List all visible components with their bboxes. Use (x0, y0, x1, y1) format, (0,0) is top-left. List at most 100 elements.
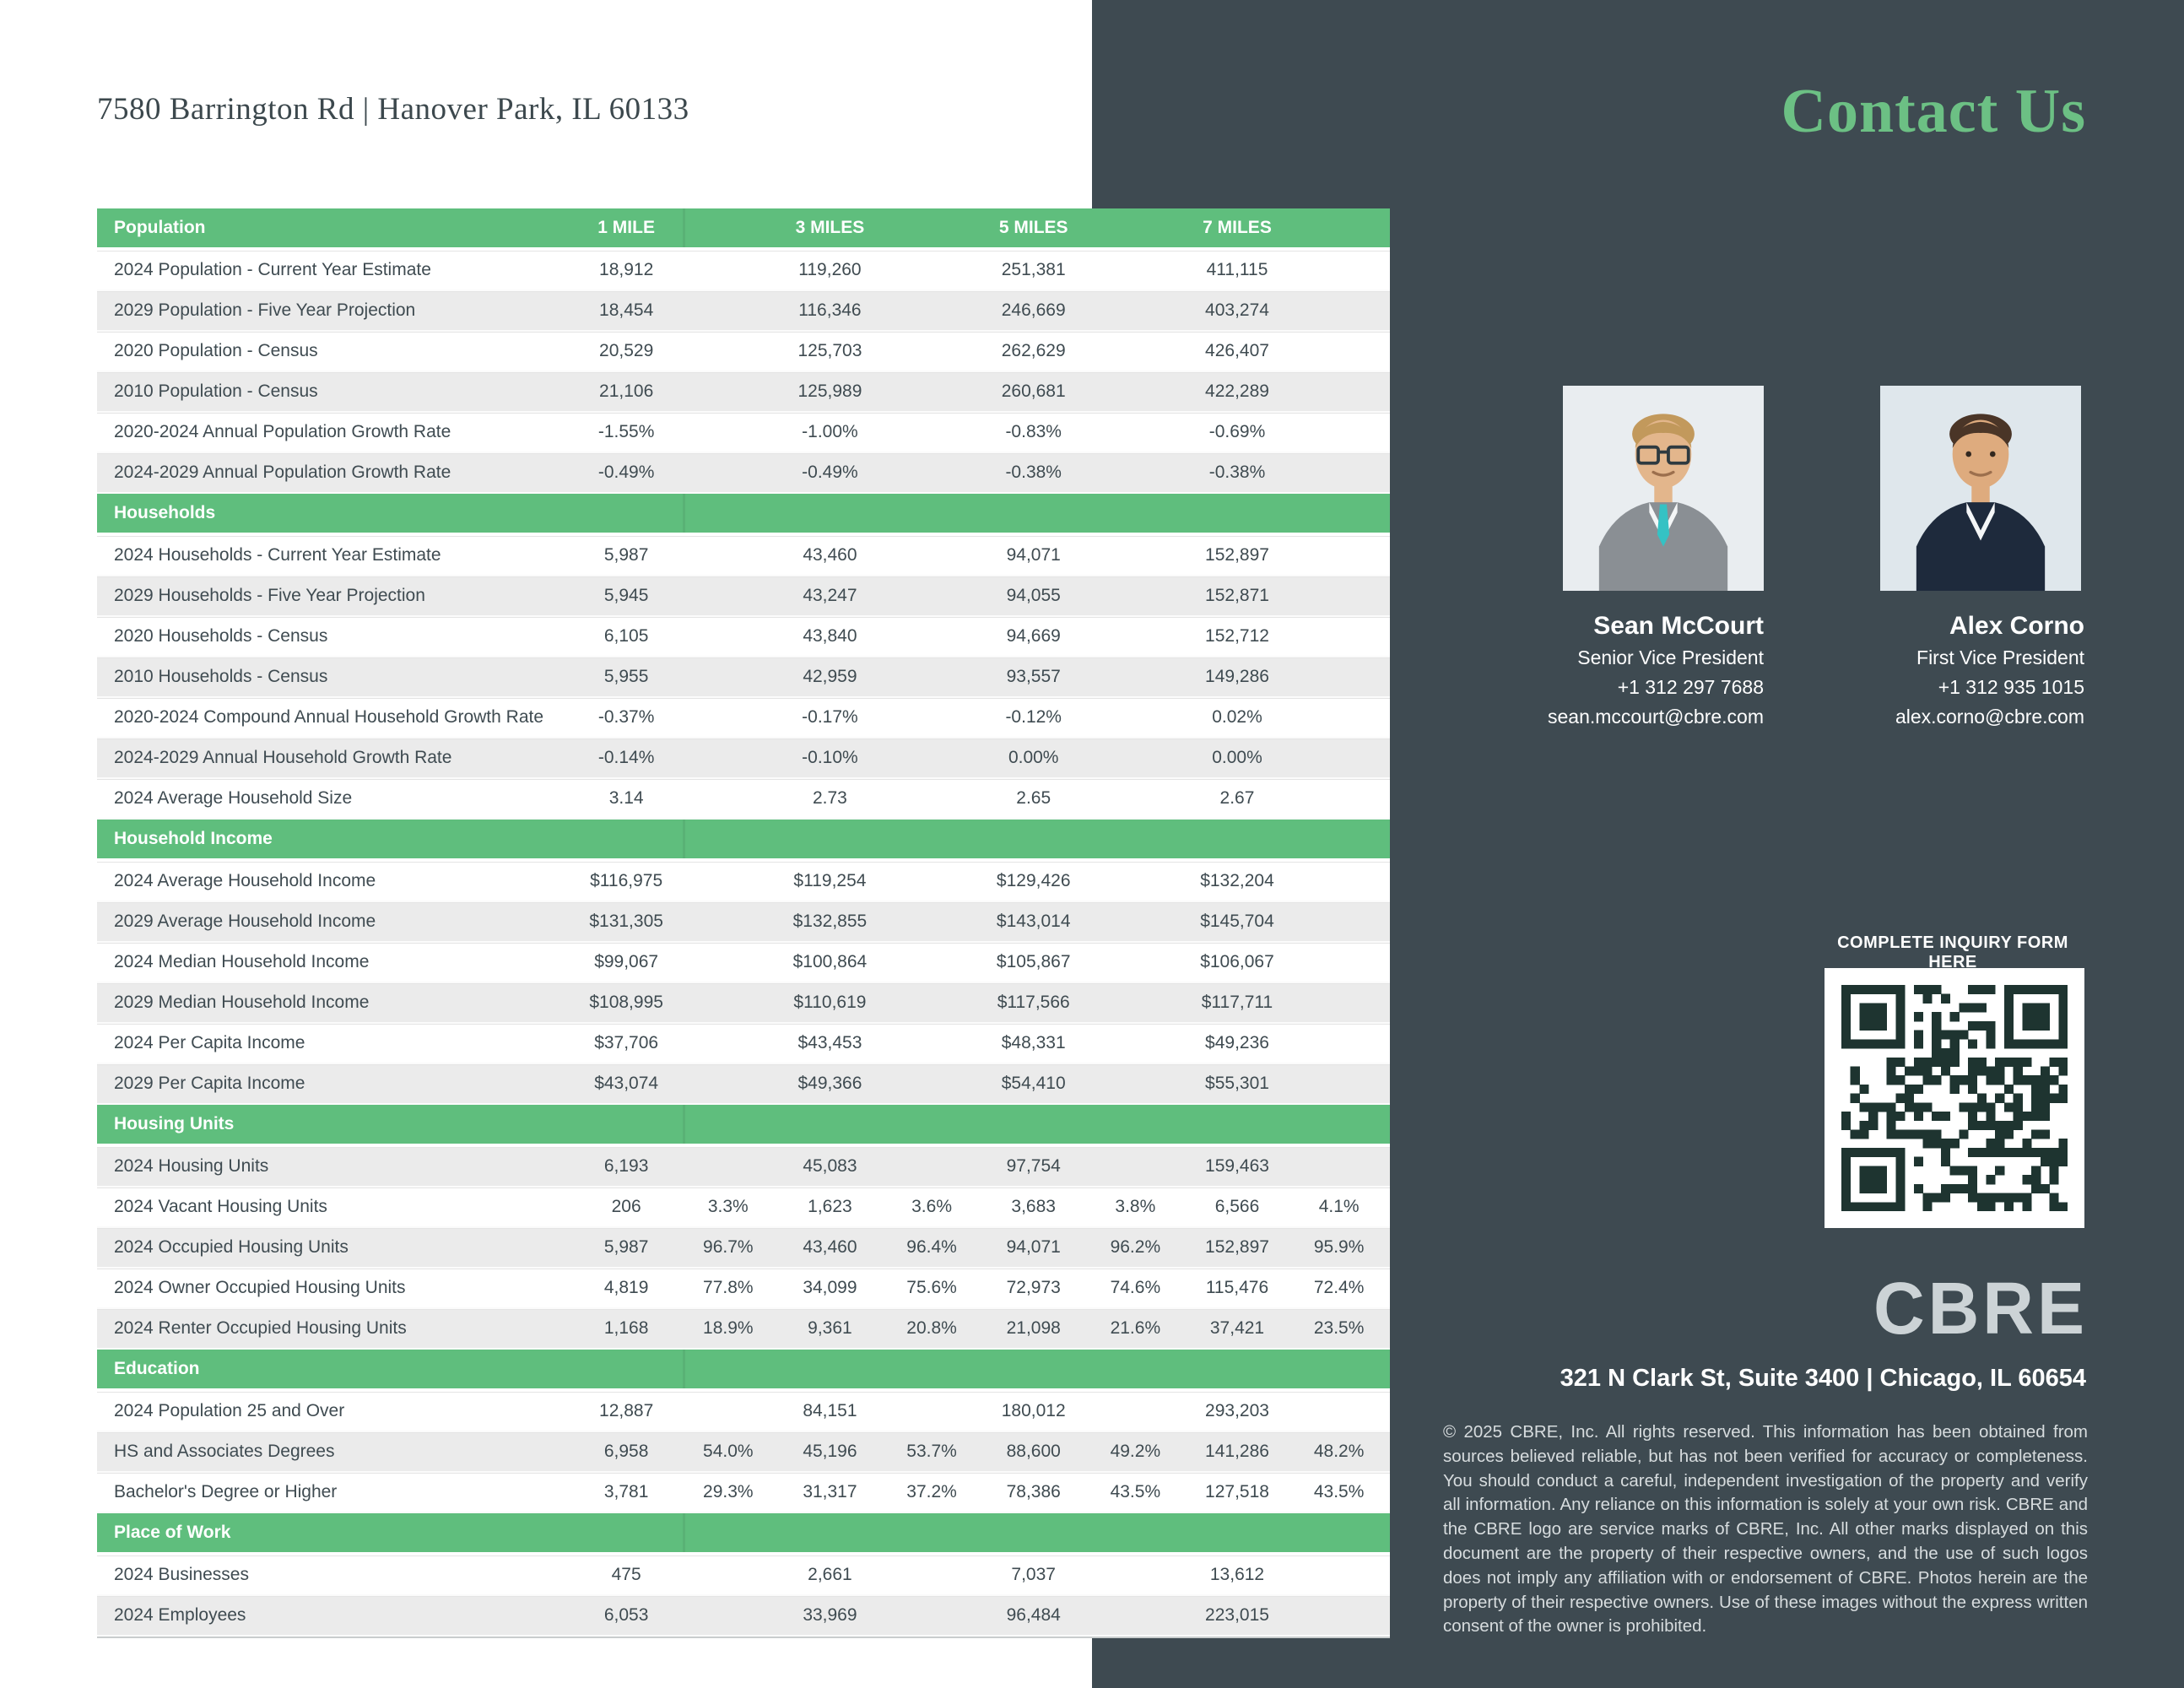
column-header: 1 MILE (597, 218, 655, 237)
contact-phone: +1 312 297 7688 (1617, 676, 1764, 698)
row-value: 37.2% (906, 1482, 957, 1501)
row-label: 2020-2024 Annual Population Growth Rate (114, 422, 451, 441)
row-value: 159,463 (1205, 1156, 1269, 1176)
row-value: 96,484 (1006, 1605, 1061, 1625)
row-value: 125,703 (797, 341, 862, 360)
row-label: HS and Associates Degrees (114, 1442, 335, 1461)
contact-email: sean.mccourt@cbre.com (1548, 706, 1764, 728)
row-value: 2.67 (1219, 788, 1255, 808)
row-value: 18,912 (599, 260, 654, 279)
contact-email: alex.corno@cbre.com (1895, 706, 2084, 728)
row-value: 43,460 (803, 1237, 857, 1257)
row-value: $54,410 (1001, 1074, 1066, 1093)
row-value: 45,196 (803, 1442, 857, 1461)
row-value: 0.02% (1212, 707, 1262, 727)
row-value: 152,871 (1205, 586, 1269, 605)
row-label: 2024 Occupied Housing Units (114, 1237, 349, 1257)
row-value: $105,867 (996, 952, 1071, 971)
row-value: $117,566 (997, 993, 1070, 1012)
contact-phone: +1 312 935 1015 (1938, 676, 2084, 698)
row-value: $108,995 (589, 993, 663, 1012)
row-value: 74.6% (1110, 1278, 1161, 1297)
row-value: 5,987 (603, 1237, 649, 1257)
row-value: 2,661 (808, 1565, 852, 1584)
row-value: 96.4% (906, 1237, 957, 1257)
table-row: 2020 Households - Census 6,105 43,840 94,66… (97, 617, 1390, 657)
row-value: 115,476 (1205, 1278, 1269, 1297)
table-row: 2029 Median Household Income $108,995 $110… (97, 983, 1390, 1024)
row-value: 96.2% (1110, 1237, 1161, 1257)
row-value: 94,071 (1006, 1237, 1061, 1257)
row-value: 43.5% (1313, 1482, 1365, 1501)
row-value: 45,083 (803, 1156, 857, 1176)
row-value: 37,421 (1209, 1318, 1265, 1338)
row-value: $49,236 (1205, 1033, 1269, 1052)
section-label: Population (114, 218, 206, 237)
contact-us-title: Contact Us (1781, 77, 2086, 146)
section-header-households: Households (97, 494, 1390, 536)
row-value: 3.8% (1115, 1197, 1156, 1216)
table-row: 2024 Businesses 475 2,661 7,037 13,612 (97, 1555, 1390, 1596)
row-value: 20.8% (906, 1318, 957, 1338)
table-row: 2024 Renter Occupied Housing Units 1,168 1… (97, 1309, 1390, 1350)
row-value: 88,600 (1006, 1442, 1061, 1461)
row-value: 2.73 (812, 788, 847, 808)
inquiry-form-heading: COMPLETE INQUIRY FORM HERE (1837, 933, 2068, 971)
row-value: 2.65 (1016, 788, 1051, 808)
row-value: 43,460 (803, 545, 857, 565)
cbre-logo: CBRE (1873, 1267, 2088, 1350)
row-value: 18,454 (599, 300, 654, 320)
row-value: 262,629 (1001, 341, 1066, 360)
row-value: 1,168 (603, 1318, 649, 1338)
table-row: 2024 Owner Occupied Housing Units 4,819 77… (97, 1269, 1390, 1309)
row-value: 246,669 (1001, 300, 1066, 320)
row-value: 34,099 (803, 1278, 857, 1297)
row-value: 48.2% (1313, 1442, 1365, 1461)
row-value: 411,115 (1206, 260, 1268, 279)
contact-card-sean: Sean McCourt Senior Vice President +1 31… (1409, 609, 1764, 732)
row-value: 116,346 (798, 300, 862, 320)
row-value: 21.6% (1110, 1318, 1161, 1338)
column-header: 5 MILES (998, 218, 1068, 237)
row-label: 2020-2024 Compound Annual Household Grow… (114, 707, 544, 727)
table-row: 2024-2029 Annual Population Growth Rate -… (97, 453, 1390, 494)
row-label: 2024 Vacant Housing Units (114, 1197, 327, 1216)
row-value: 21,098 (1006, 1318, 1061, 1338)
table-row: 2029 Per Capita Income $43,074 $49,366 $54,… (97, 1064, 1390, 1105)
row-value: 3,683 (1011, 1197, 1056, 1216)
row-value: 180,012 (1001, 1401, 1066, 1420)
row-label: 2024-2029 Annual Population Growth Rate (114, 463, 451, 482)
row-value: 119,260 (798, 260, 862, 279)
section-label: Household Income (114, 829, 273, 848)
row-value: 5,987 (603, 545, 649, 565)
property-address-title: 7580 Barrington Rd | Hanover Park, IL 60… (97, 92, 689, 127)
row-label: 2024 Businesses (114, 1565, 249, 1584)
row-value: -0.49% (802, 463, 858, 482)
row-value: 251,381 (1001, 260, 1066, 279)
row-value: 293,203 (1205, 1401, 1269, 1420)
row-value: 97,754 (1006, 1156, 1061, 1176)
row-value: $116,975 (590, 871, 663, 890)
table-row: 2024 Employees 6,053 33,969 96,484 223,015 (97, 1596, 1390, 1637)
row-value: $145,704 (1200, 912, 1274, 931)
table-row: 2020 Population - Census 20,529 125,703 262… (97, 332, 1390, 372)
row-label: Bachelor's Degree or Higher (114, 1482, 338, 1501)
section-label: Housing Units (114, 1114, 235, 1133)
row-value: 149,286 (1205, 667, 1269, 686)
row-value: $110,619 (793, 993, 867, 1012)
row-value: 223,015 (1205, 1605, 1269, 1625)
row-value: 141,286 (1205, 1442, 1269, 1461)
row-value: $99,067 (594, 952, 659, 971)
section-header-household-income: Household Income (97, 820, 1390, 862)
qr-code (1825, 968, 2084, 1228)
row-label: 2029 Population - Five Year Projection (114, 300, 416, 320)
row-value: 42,959 (803, 667, 857, 686)
row-value: $106,067 (1200, 952, 1274, 971)
row-value: $132,855 (792, 912, 868, 931)
row-value: -0.38% (1208, 463, 1266, 482)
row-value: 13,612 (1209, 1565, 1265, 1584)
row-value: 206 (611, 1197, 641, 1216)
row-value: -0.10% (802, 748, 858, 767)
row-value: 94,071 (1006, 545, 1061, 565)
